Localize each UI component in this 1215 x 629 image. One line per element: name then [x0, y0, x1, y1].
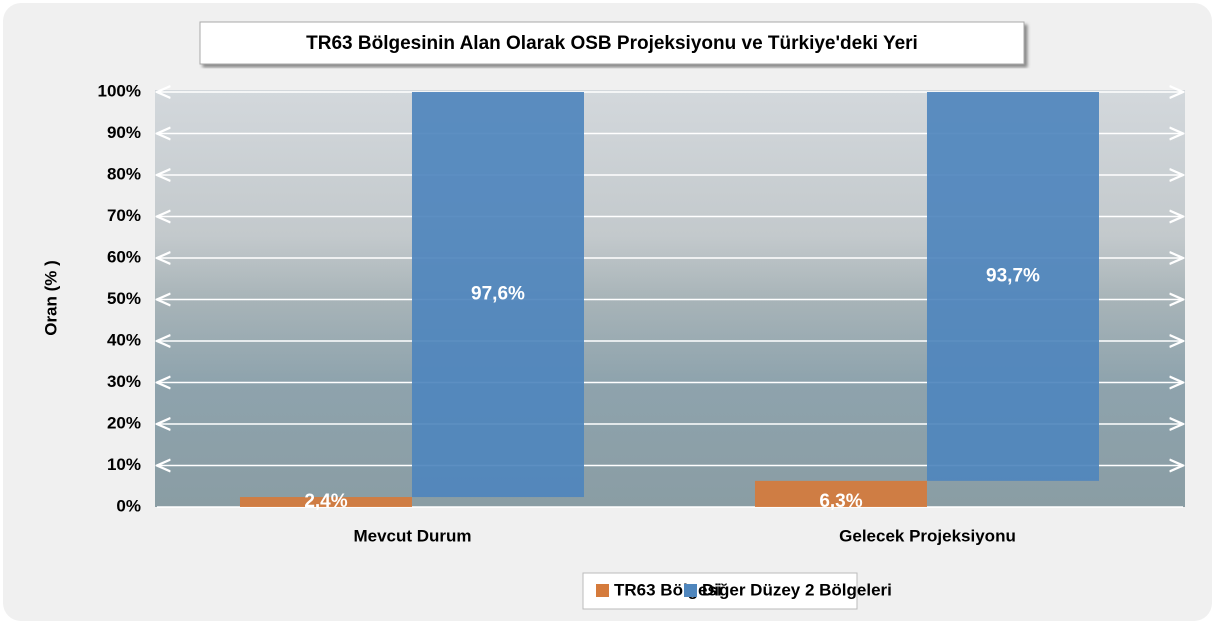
data-label: 2,4%: [304, 491, 347, 512]
chart-title: TR63 Bölgesinin Alan Olarak OSB Projeksi…: [306, 33, 918, 54]
x-tick-label: Mevcut Durum: [353, 526, 471, 545]
page: TR63 Bölgesinin Alan Olarak OSB Projeksi…: [0, 0, 1215, 629]
y-tick-label: 20%: [107, 413, 141, 432]
y-tick-label: 30%: [107, 372, 141, 391]
y-axis-label: Oran (% ): [41, 260, 60, 336]
y-tick-label: 0%: [116, 496, 141, 515]
legend-swatch: [596, 584, 609, 597]
data-label: 97,6%: [471, 284, 525, 305]
y-tick-label: 100%: [98, 81, 141, 100]
data-label: 6,3%: [819, 491, 862, 512]
y-tick-label: 10%: [107, 455, 141, 474]
y-tick-label: 80%: [107, 164, 141, 183]
y-tick-label: 70%: [107, 206, 141, 225]
y-tick-label: 90%: [107, 123, 141, 142]
legend-swatch: [684, 584, 697, 597]
y-tick-label: 60%: [107, 247, 141, 266]
y-tick-label: 40%: [107, 330, 141, 349]
legend-label: Diğer Düzey 2 Bölgeleri: [702, 580, 892, 599]
x-tick-label: Gelecek Projeksiyonu: [839, 526, 1016, 545]
data-label: 93,7%: [986, 265, 1040, 286]
chart: TR63 Bölgesinin Alan Olarak OSB Projeksi…: [0, 0, 1215, 624]
y-tick-label: 50%: [107, 289, 141, 308]
